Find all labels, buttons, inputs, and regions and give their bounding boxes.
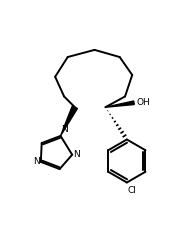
Polygon shape	[105, 101, 134, 107]
Text: OH: OH	[137, 98, 151, 107]
Text: N: N	[74, 150, 80, 159]
Text: N: N	[33, 157, 39, 166]
Polygon shape	[61, 106, 77, 136]
Text: N: N	[62, 126, 68, 134]
Text: Cl: Cl	[128, 186, 137, 195]
